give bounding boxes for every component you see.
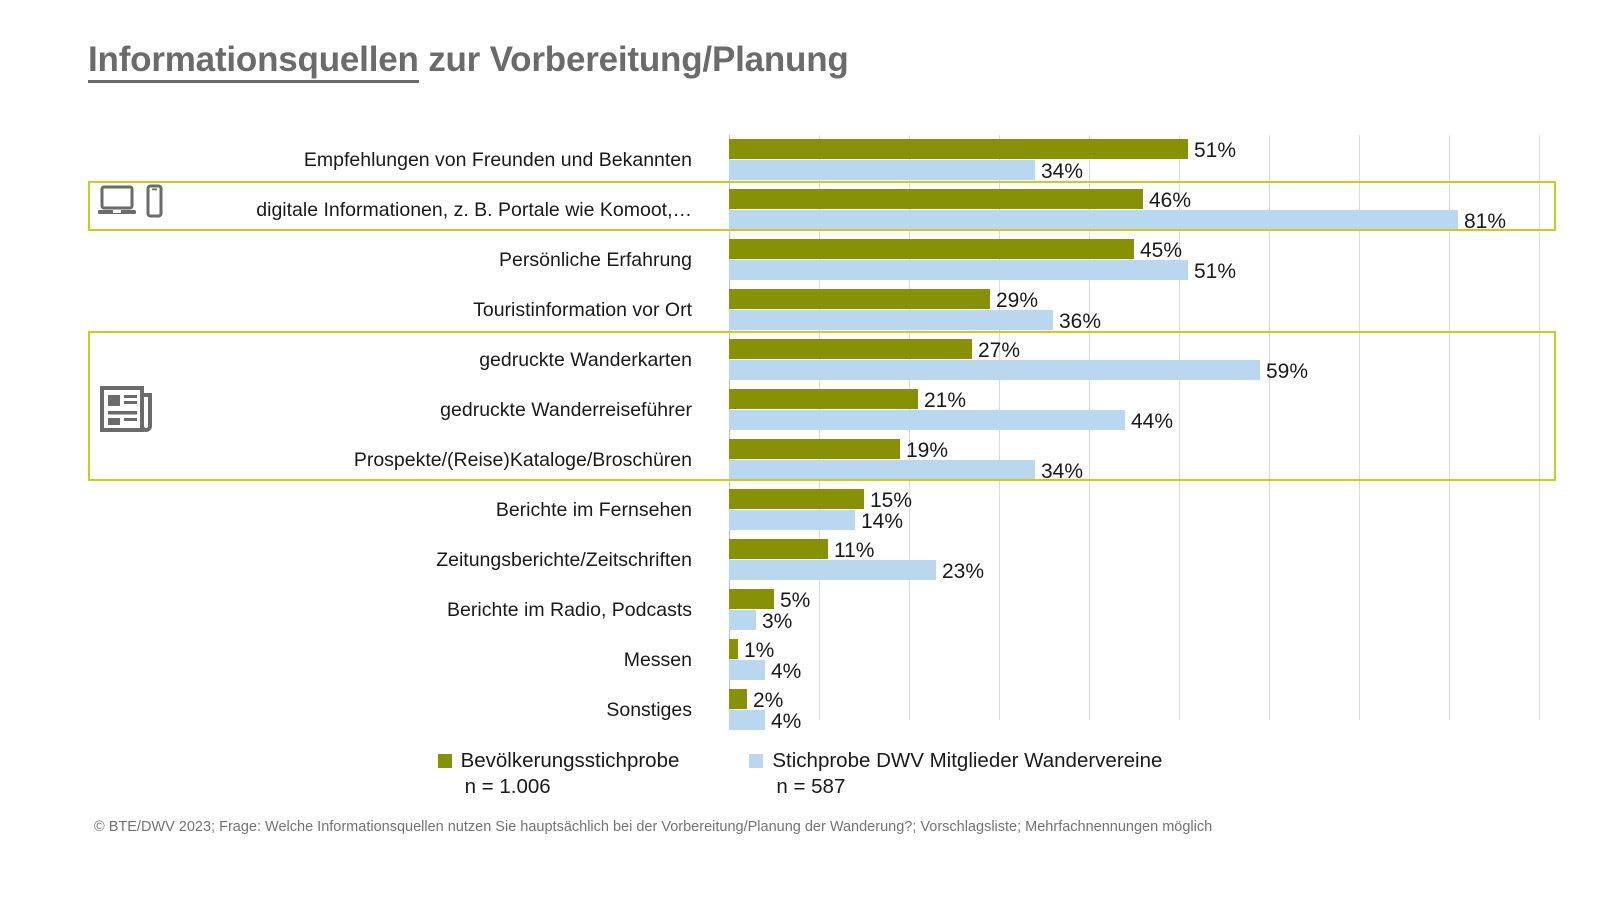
chart-row: Messen 1% 4%	[0, 635, 1600, 685]
bar-value-label: 45%	[1140, 239, 1183, 262]
bar-dwv	[729, 360, 1260, 380]
gridline	[1449, 135, 1450, 720]
chart-footnote: © BTE/DWV 2023; Frage: Welche Informatio…	[94, 819, 1213, 835]
page-title-underlined-part: Informationsquellen	[88, 40, 419, 83]
category-label: Berichte im Fernsehen	[495, 499, 692, 521]
category-label: Zeitungsberichte/Zeitschriften	[436, 549, 692, 571]
category-label: digitale Informationen, z. B. Portale wi…	[256, 199, 692, 221]
chart-row: Zeitungsberichte/Zeitschriften 11% 23%	[0, 535, 1600, 585]
chart-row: gedruckte Wanderreiseführer 21% 44%	[0, 385, 1600, 435]
legend-label: Bevölkerungsstichprobe	[460, 749, 680, 772]
bar-dwv	[729, 560, 936, 580]
chart-row: Persönliche Erfahrung 45% 51%	[0, 235, 1600, 285]
bar-dwv	[729, 310, 1053, 330]
category-label: Prospekte/(Reise)Kataloge/Broschüren	[353, 449, 692, 471]
gridline	[1539, 135, 1540, 720]
chart-row: Touristinformation vor Ort 29% 36%	[0, 285, 1600, 335]
bar-bevoelkerung	[729, 339, 972, 359]
bar-value-label: 15%	[870, 489, 913, 512]
legend-sample-size: n = 587	[776, 775, 846, 799]
bar-bevoelkerung	[729, 389, 918, 409]
bar-bevoelkerung	[729, 189, 1143, 209]
bar-value-label: 34%	[1041, 460, 1084, 483]
bar-dwv	[729, 710, 765, 730]
smartphone-icon	[146, 184, 163, 218]
legend-swatch-bevoelkerung	[437, 754, 452, 768]
laptop-icon	[98, 185, 136, 214]
bar-bevoelkerung	[729, 689, 747, 709]
bar-value-label: 44%	[1131, 410, 1174, 433]
category-label: gedruckte Wanderreiseführer	[440, 399, 692, 421]
legend-swatch-dwv	[749, 754, 764, 768]
bar-value-label: 36%	[1059, 310, 1102, 333]
bar-dwv	[729, 260, 1188, 280]
bar-value-label: 2%	[753, 689, 784, 712]
legend-item: Bevölkerungsstichprobe n = 1.006	[437, 748, 680, 800]
category-label: Berichte im Radio, Podcasts	[447, 599, 692, 621]
legend-label: Stichprobe DWV Mitglieder Wandervereine	[772, 749, 1163, 772]
chart-row: digitale Informationen, z. B. Portale wi…	[0, 185, 1600, 235]
page-title-rest: zur Vorbereitung/Planung	[418, 40, 849, 79]
newspaper-icon	[98, 384, 154, 434]
chart-legend: Bevölkerungsstichprobe n = 1.006 Stichpr…	[0, 748, 1600, 800]
bar-bevoelkerung	[729, 239, 1134, 259]
laptop-phone-icon	[98, 184, 163, 218]
legend-label-group: Stichprobe DWV Mitglieder Wandervereine …	[772, 748, 1162, 800]
category-label: Empfehlungen von Freunden und Bekannten	[303, 149, 692, 171]
bar-dwv	[729, 660, 765, 680]
category-label: Messen	[623, 649, 692, 671]
bar-value-label: 34%	[1041, 160, 1084, 183]
bar-bevoelkerung	[729, 439, 900, 459]
bar-dwv	[729, 610, 756, 630]
chart-row: Berichte im Radio, Podcasts 5% 3%	[0, 585, 1600, 635]
chart-row: Empfehlungen von Freunden und Bekannten 5…	[0, 135, 1600, 185]
category-label: Sonstiges	[606, 699, 692, 721]
newspaper-icon	[100, 386, 152, 432]
bar-value-label: 59%	[1266, 360, 1309, 383]
category-label: Persönliche Erfahrung	[499, 249, 692, 271]
bar-bevoelkerung	[729, 589, 774, 609]
bar-value-label: 11%	[834, 539, 875, 562]
bar-bevoelkerung	[729, 539, 828, 559]
category-label: Touristinformation vor Ort	[473, 299, 692, 321]
bar-value-label: 81%	[1464, 210, 1507, 233]
legend-label-group: Bevölkerungsstichprobe n = 1.006	[461, 748, 680, 800]
bar-value-label: 27%	[978, 339, 1021, 362]
chart-row: Berichte im Fernsehen 15% 14%	[0, 485, 1600, 535]
bar-value-label: 23%	[942, 560, 985, 583]
legend-item: Stichprobe DWV Mitglieder Wandervereine …	[749, 748, 1162, 800]
bar-value-label: 5%	[780, 589, 811, 612]
bar-value-label: 51%	[1194, 139, 1237, 162]
gridline	[1269, 135, 1270, 720]
bar-bevoelkerung	[729, 139, 1188, 159]
bar-value-label: 46%	[1149, 189, 1192, 212]
gridline	[1179, 135, 1180, 720]
bar-value-label: 4%	[771, 660, 802, 683]
bar-value-label: 3%	[762, 610, 793, 633]
bar-dwv	[729, 510, 855, 530]
gridline	[1359, 135, 1360, 720]
bar-bevoelkerung	[729, 489, 864, 509]
bar-dwv	[729, 210, 1458, 230]
chart-row: Sonstiges 2% 4%	[0, 685, 1600, 735]
bar-dwv	[729, 160, 1035, 180]
legend-sample-size: n = 1.006	[464, 775, 551, 799]
category-label: gedruckte Wanderkarten	[479, 349, 692, 371]
bar-value-label: 51%	[1194, 260, 1237, 283]
bar-dwv	[729, 460, 1035, 480]
bar-value-label: 14%	[861, 510, 904, 533]
chart-row: Prospekte/(Reise)Kataloge/Broschüren 19% 3…	[0, 435, 1600, 485]
bar-dwv	[729, 410, 1125, 430]
bar-value-label: 29%	[996, 289, 1039, 312]
chart-row: gedruckte Wanderkarten 27% 59%	[0, 335, 1600, 385]
bar-value-label: 1%	[744, 639, 775, 662]
bar-value-label: 21%	[924, 389, 967, 412]
bar-value-label: 4%	[771, 710, 802, 733]
bar-bevoelkerung	[729, 639, 738, 659]
bar-bevoelkerung	[729, 289, 990, 309]
bar-value-label: 19%	[906, 439, 949, 462]
page-title: Informationsquellen zur Vorbereitung/Pla…	[88, 40, 849, 83]
